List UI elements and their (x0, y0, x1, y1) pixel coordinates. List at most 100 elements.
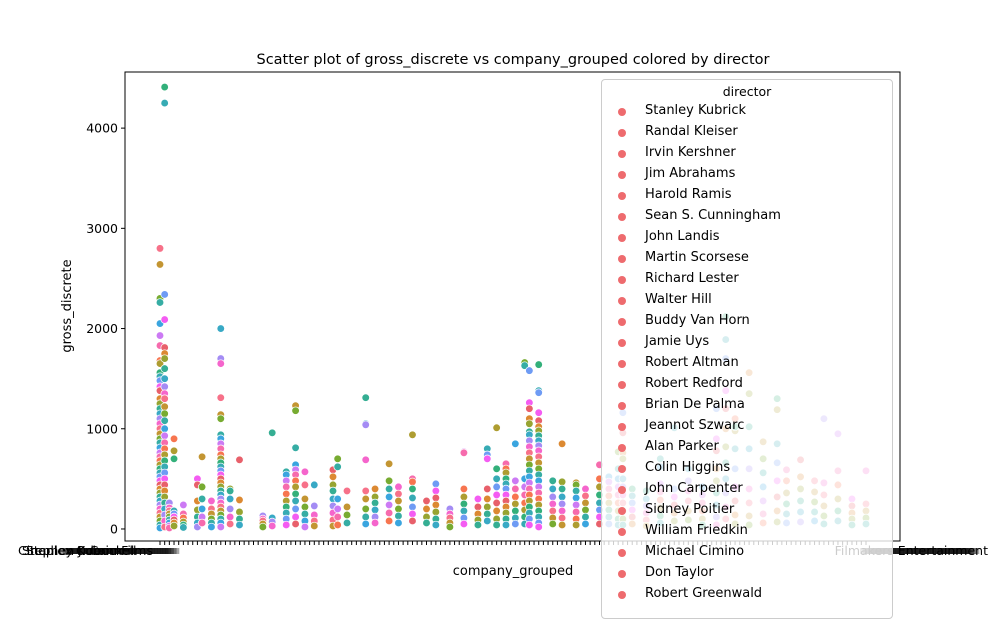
data-point (483, 484, 492, 494)
data-point (445, 522, 455, 532)
y-tick-label: 1000 (86, 421, 118, 436)
data-point (534, 408, 543, 417)
data-point (571, 493, 581, 503)
data-point (557, 439, 567, 448)
data-point (258, 522, 268, 532)
legend-marker (618, 171, 626, 179)
data-point (235, 495, 244, 505)
data-point (511, 484, 520, 494)
data-point (361, 494, 370, 504)
legend-marker (618, 213, 626, 221)
legend-label: Jim Abrahams (645, 166, 736, 181)
legend-marker (618, 444, 626, 452)
legend-marker (618, 486, 626, 494)
data-point (483, 502, 492, 512)
data-point (548, 506, 557, 516)
data-point (459, 484, 469, 494)
data-point (160, 82, 169, 92)
data-point (483, 516, 492, 526)
data-point (557, 499, 567, 509)
data-point (160, 382, 169, 391)
legend-item: Brian De Palma (602, 396, 892, 417)
data-point (155, 331, 165, 340)
data-point (511, 492, 520, 502)
data-point (310, 480, 319, 490)
data-point (216, 324, 225, 333)
data-point (384, 508, 394, 518)
data-point (483, 509, 492, 519)
legend-marker (618, 507, 626, 515)
data-point (328, 486, 338, 496)
data-point (225, 494, 235, 504)
data-point (300, 494, 310, 504)
data-point (511, 476, 520, 486)
legend-label: Robert Redford (645, 376, 743, 391)
data-point (534, 522, 543, 532)
legend-marker (618, 192, 626, 200)
legend-marker (618, 402, 626, 410)
data-point (571, 507, 581, 517)
y-axis-label: gross_discrete (60, 259, 75, 352)
data-point (160, 374, 169, 383)
data-point (394, 518, 403, 528)
legend-item: Michael Cimino (602, 543, 892, 564)
x-tick-label: Stanley Kubrick (26, 543, 124, 558)
data-point (548, 519, 557, 529)
data-point (431, 486, 441, 496)
y-axis: 0 1000 2000 3000 4000 (86, 121, 125, 536)
data-point (342, 510, 352, 520)
data-point (268, 521, 277, 531)
data-point (160, 354, 169, 363)
data-point (361, 455, 370, 464)
x-tick-label: Cineplex Odeon Films (18, 543, 153, 558)
data-point (235, 507, 244, 517)
data-point (333, 504, 342, 514)
data-point (370, 505, 380, 515)
legend-marker (618, 549, 626, 557)
legend-label: Alan Parker (645, 439, 719, 454)
data-point (571, 486, 581, 496)
legend-label: Sidney Poitier (645, 502, 735, 517)
data-point (361, 486, 370, 496)
data-point (160, 416, 169, 425)
data-point (483, 454, 492, 463)
legend-label: Jamie Uys (645, 334, 710, 349)
legend-marker (618, 360, 626, 368)
legend-item: Colin Higgins (602, 459, 892, 480)
data-point (268, 428, 277, 437)
data-point (581, 519, 590, 529)
data-point (160, 315, 169, 324)
legend-item: Robert Redford (602, 375, 892, 396)
legend-item: Richard Lester (602, 270, 892, 291)
data-point (160, 364, 169, 373)
data-point (492, 490, 501, 500)
data-point (291, 489, 300, 499)
legend-label: Randal Kleiser (645, 124, 738, 139)
data-point (197, 518, 207, 528)
data-point (155, 359, 165, 368)
data-point (155, 244, 165, 253)
data-point (534, 388, 543, 397)
data-point (431, 479, 441, 489)
data-point (581, 505, 590, 515)
data-point (394, 489, 403, 499)
data-point (333, 462, 342, 471)
data-point (169, 434, 179, 443)
data-point (492, 482, 501, 492)
data-point (525, 404, 534, 413)
data-point (571, 500, 581, 510)
data-point (300, 509, 310, 519)
data-point (408, 502, 417, 512)
data-point (492, 423, 501, 432)
legend-label: Irvin Kershner (645, 145, 736, 160)
data-point (511, 519, 520, 529)
data-point (216, 522, 225, 532)
data-point (581, 491, 590, 501)
data-point (235, 455, 244, 464)
data-point (408, 509, 417, 519)
data-point (300, 502, 310, 512)
plot-frame (124, 71, 901, 542)
data-point (459, 492, 469, 502)
x-axis-label: company_grouped (453, 564, 573, 579)
legend-label: Buddy Van Horn (645, 313, 750, 328)
